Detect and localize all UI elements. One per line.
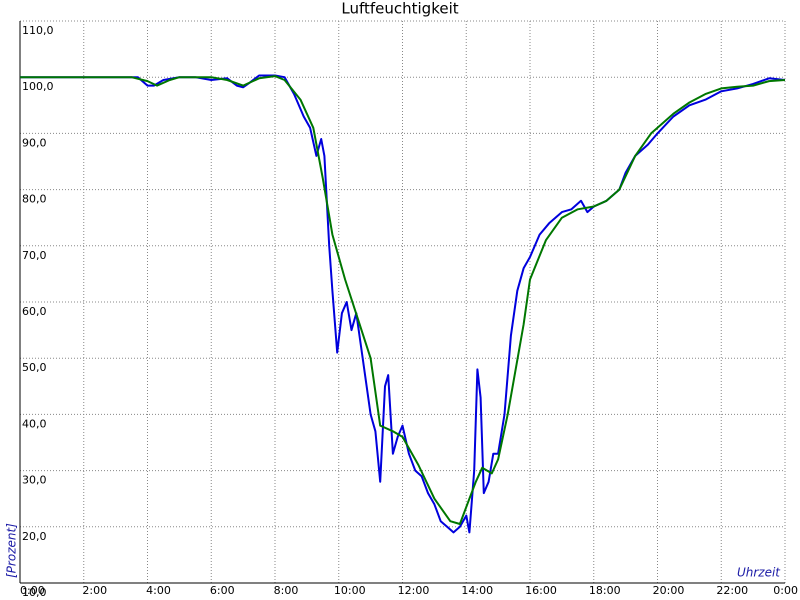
x-tick-label: 14:00: [461, 584, 493, 597]
x-axis-label: Uhrzeit: [737, 566, 781, 580]
x-tick-label: 18:00: [589, 584, 621, 597]
y-tick-label: 90,0: [22, 136, 47, 149]
y-tick-label: 70,0: [22, 249, 47, 262]
y-tick-label: 100,0: [22, 80, 54, 93]
y-tick-label: 50,0: [22, 361, 47, 374]
y-tick-label: 110,0: [22, 24, 54, 37]
y-tick-label: 20,0: [22, 530, 47, 543]
x-tick-label: 20:00: [653, 584, 685, 597]
y-tick-label: 30,0: [22, 474, 47, 487]
x-tick-label: 16:00: [525, 584, 557, 597]
y-tick-label: 80,0: [22, 193, 47, 206]
x-tick-label: 6:00: [210, 584, 235, 597]
y-tick-label: 40,0: [22, 417, 47, 430]
y-axis-label: [Prozent]: [5, 523, 19, 578]
series-line: [20, 75, 786, 525]
y-tick-label: 60,0: [22, 305, 47, 318]
y-tick-label: 10,0: [22, 586, 47, 599]
x-tick-label: 0:00: [773, 584, 798, 597]
x-tick-label: 8:00: [274, 584, 299, 597]
x-tick-label: 0:00: [20, 584, 45, 597]
x-tick-label: 2:00: [82, 584, 107, 597]
x-tick-label: 10:00: [334, 584, 366, 597]
x-tick-label: 12:00: [398, 584, 430, 597]
x-tick-label: 22:00: [716, 584, 748, 597]
x-tick-label: 4:00: [146, 584, 171, 597]
chart-title: Luftfeuchtigkeit: [341, 0, 458, 18]
